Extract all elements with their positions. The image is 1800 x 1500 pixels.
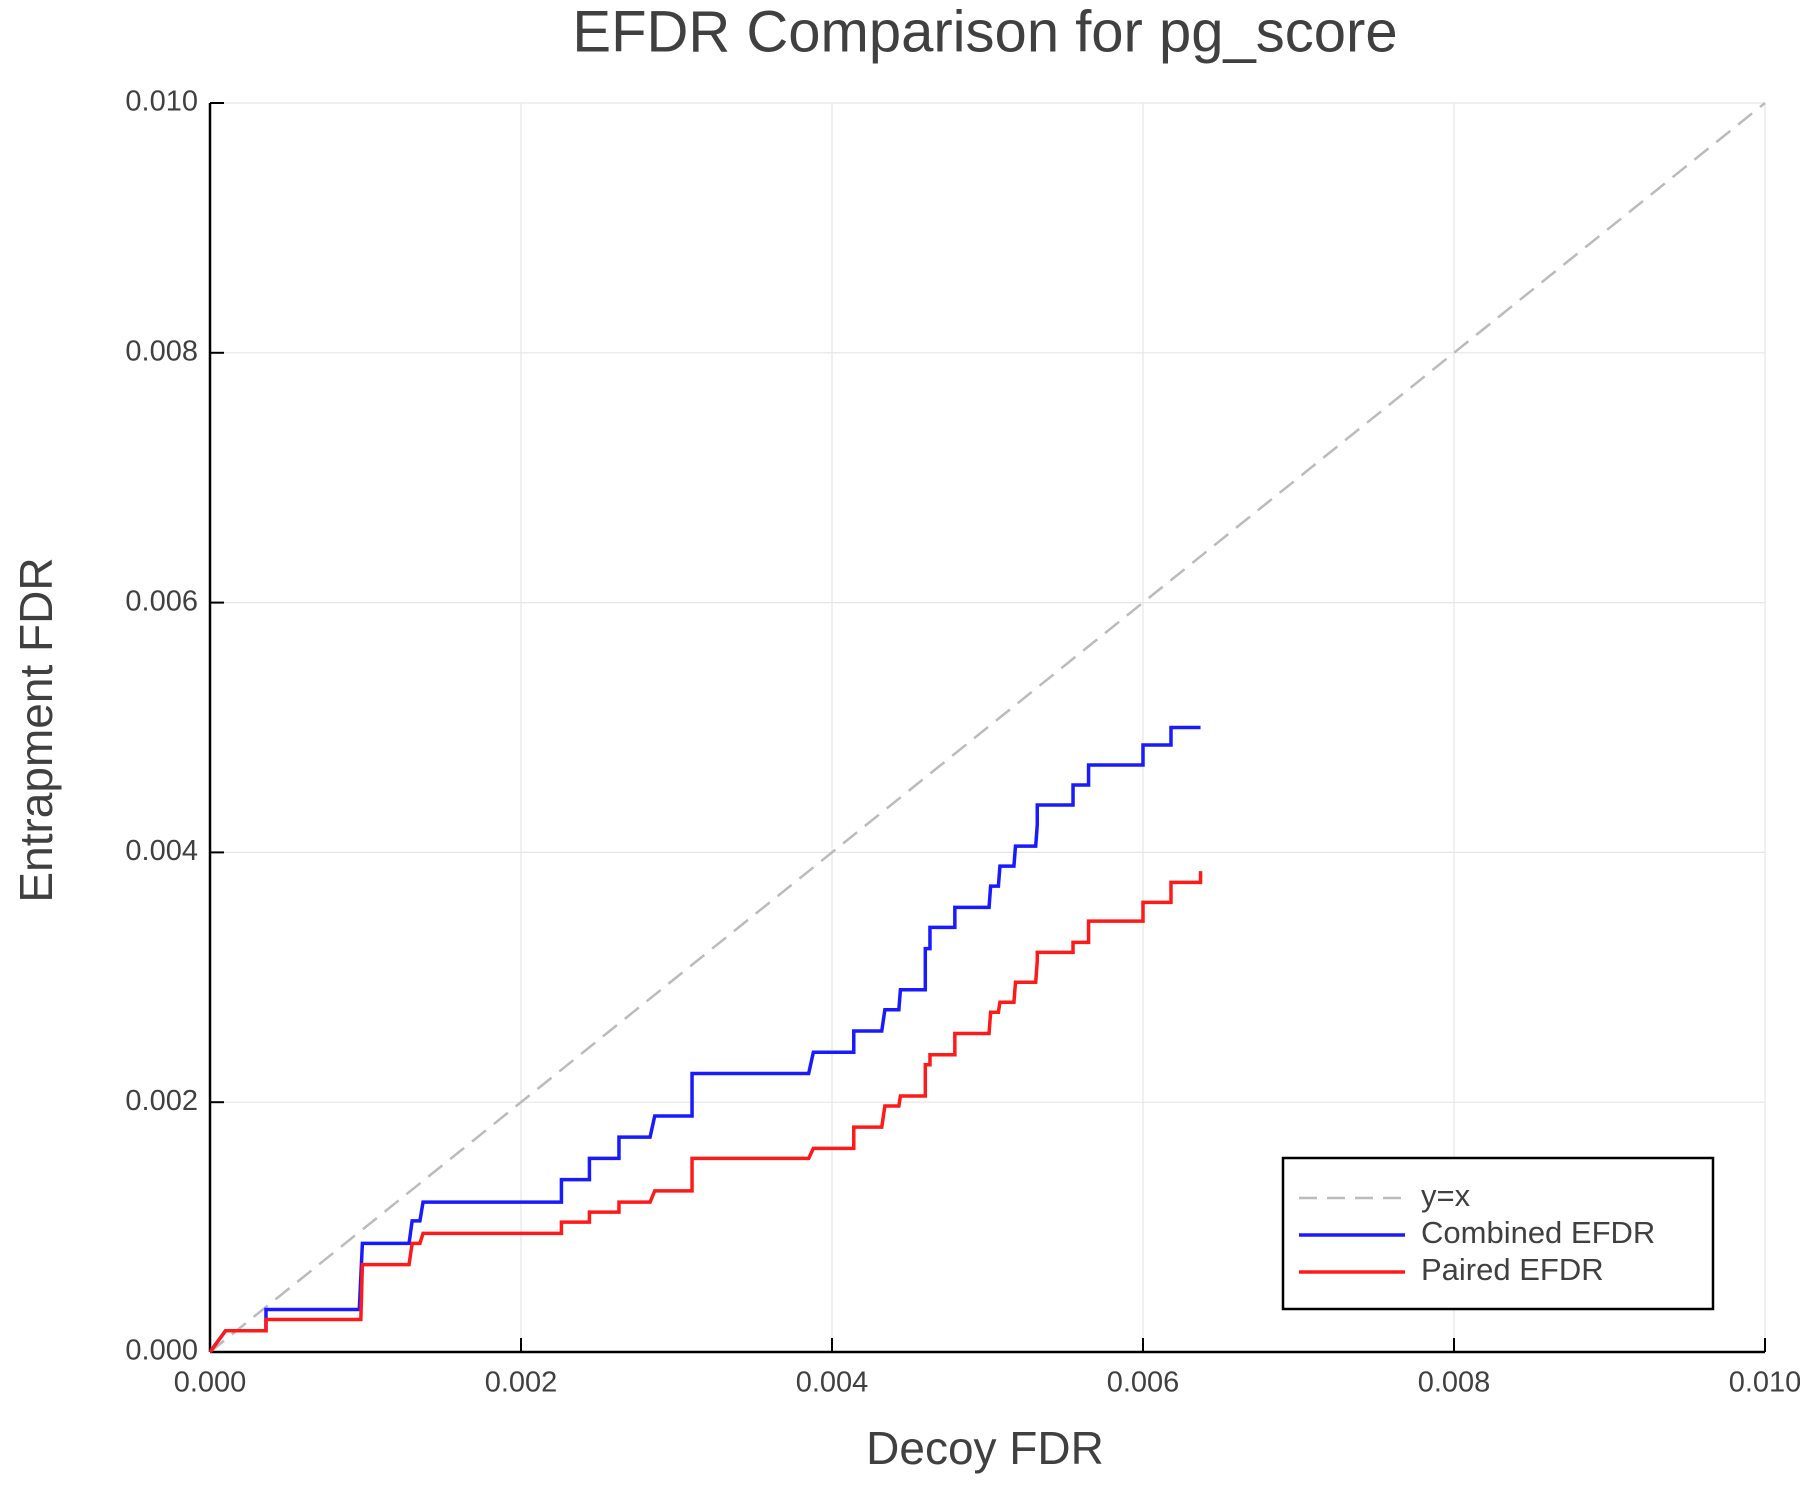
legend-label: y=x: [1421, 1178, 1471, 1213]
x-tick-label: 0.006: [1107, 1367, 1180, 1399]
y-tick-label: 0.010: [125, 86, 198, 118]
series-line: [208, 725, 1201, 1354]
x-tick-label: 0.004: [796, 1367, 869, 1399]
chart-title: EFDR Comparison for pg_score: [572, 0, 1397, 64]
x-axis-label: Decoy FDR: [866, 1422, 1104, 1474]
x-tick-label: 0.000: [174, 1367, 247, 1399]
legend-label: Paired EFDR: [1421, 1252, 1604, 1287]
y-tick-label: 0.006: [125, 585, 198, 617]
series-line: [209, 102, 1766, 1353]
x-tick-label: 0.008: [1418, 1367, 1491, 1399]
y-tick-label: 0.008: [125, 335, 198, 367]
y-tick-label: 0.002: [125, 1085, 198, 1117]
x-tick-label: 0.010: [1729, 1367, 1800, 1399]
y-tick-label: 0.000: [125, 1335, 198, 1367]
legend-label: Combined EFDR: [1421, 1215, 1655, 1250]
x-tick-label: 0.002: [485, 1367, 558, 1399]
y-tick-label: 0.004: [125, 835, 198, 867]
y-axis-label: Entrapment FDR: [10, 557, 62, 902]
series-line: [208, 871, 1203, 1354]
